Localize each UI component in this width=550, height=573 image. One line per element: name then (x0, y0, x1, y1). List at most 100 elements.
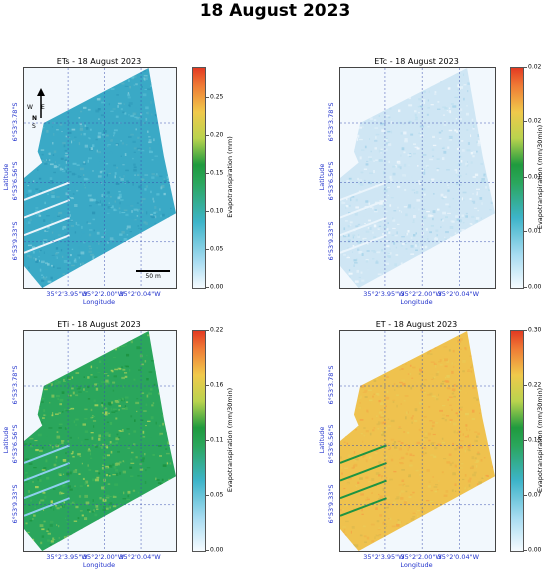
longitude-tick-label: 35°2'2.00"W (82, 553, 125, 561)
panel-title: ETi - 18 August 2023 (57, 320, 141, 329)
longitude-tick-label: 35°2'3.95"W (46, 553, 88, 561)
colorbar-tick-label: 0.01 (528, 227, 542, 235)
map-frame: W E N S 50 m (23, 67, 177, 289)
colorbar-tick-mark (524, 385, 527, 386)
colorbar-tick-label: 0.00 (210, 283, 224, 291)
longitude-tick-label: 35°2'0.04"W (119, 553, 161, 561)
colorbar-tick-label: 0.20 (210, 131, 224, 139)
latitude-axis-title: Latitude (2, 426, 10, 454)
latitude-tick-label: 6°53'6.56"S (327, 161, 335, 201)
colorbar (510, 67, 524, 289)
colorbar-tick-mark (524, 330, 527, 331)
latitude-axis-title: Latitude (318, 426, 326, 454)
colorbar-tick-mark (524, 287, 527, 288)
longitude-tick-label: 35°2'3.95"W (363, 553, 405, 561)
north-arrow-n: N (32, 115, 38, 122)
map-frame (339, 67, 496, 289)
longitude-axis-title: Longitude (82, 298, 116, 306)
colorbar-tick-label: 0.10 (210, 207, 224, 215)
map-frame (339, 330, 496, 552)
colorbar-tick-mark (524, 177, 527, 178)
longitude-tick-label: 35°2'2.00"W (400, 553, 442, 561)
colorbar-tick-mark (206, 550, 209, 551)
longitude-tick-label: 35°2'3.95"W (363, 290, 405, 298)
colorbar-tick-label: 0.00 (528, 546, 542, 554)
colorbar-tick-label: 0.16 (210, 381, 224, 389)
colorbar-tick-label: 0.30 (528, 326, 542, 334)
colorbar (510, 330, 524, 552)
colorbar-tick-mark (206, 249, 209, 251)
colorbar-tick-label: 0.01 (528, 173, 542, 181)
longitude-tick-label: 35°2'2.00"W (400, 290, 442, 298)
panel-title: ET - 18 August 2023 (375, 320, 458, 329)
latitude-axis-title: Latitude (2, 163, 10, 191)
longitude-axis-title: Longitude (400, 561, 433, 569)
latitude-tick-label: 6°53'6.56"S (11, 161, 19, 201)
colorbar-tick-mark (206, 330, 209, 331)
panel-title: ETc - 18 August 2023 (374, 57, 459, 66)
colorbar-tick-label: 0.22 (528, 381, 542, 389)
raster-field-ets (24, 68, 176, 288)
north-arrow-s: S (32, 123, 36, 130)
colorbar-tick-label: 0.15 (528, 436, 542, 444)
raster-field-et (340, 331, 495, 551)
colorbar-tick-label: 0.05 (210, 491, 224, 499)
scale-bar-label: 50 m (145, 272, 161, 280)
colorbar-tick-mark (524, 121, 527, 123)
longitude-tick-label: 35°2'0.04"W (437, 553, 480, 561)
latitude-tick-label: 6°53'6.56"S (11, 424, 19, 464)
colorbar-tick-mark (524, 231, 527, 233)
longitude-tick-label: 35°2'0.04"W (119, 290, 161, 298)
colorbar-tick-mark (206, 385, 209, 386)
panel-title: ETs - 18 August 2023 (56, 57, 142, 66)
colorbar-tick-mark (206, 440, 209, 441)
colorbar-tick-mark (206, 287, 209, 288)
scale-bar (136, 270, 170, 273)
latitude-tick-label: 6°53'3.78"S (11, 102, 19, 142)
colorbar (192, 330, 206, 552)
colorbar-tick-mark (206, 495, 209, 496)
colorbar-tick-mark (206, 173, 209, 175)
latitude-tick-label: 6°53'3.78"S (11, 365, 19, 405)
colorbar-tick-label: 0.15 (210, 169, 224, 177)
colorbar-tick-label: 0.25 (210, 93, 224, 101)
colorbar-tick-label: 0.05 (210, 245, 224, 253)
latitude-tick-label: 6°53'9.33"S (327, 221, 335, 261)
colorbar-tick-label: 0.02 (528, 117, 542, 125)
colorbar-label: Evapotranspiration (mm) (226, 136, 234, 218)
colorbar-tick-label: 0.02 (528, 63, 542, 71)
colorbar-tick-mark (206, 97, 209, 99)
colorbar-tick-mark (524, 495, 527, 496)
latitude-tick-label: 6°53'9.33"S (327, 484, 335, 524)
colorbar-tick-mark (206, 135, 209, 137)
longitude-tick-label: 35°2'2.00"W (82, 290, 125, 298)
longitude-axis-title: Longitude (400, 298, 433, 306)
colorbar-tick-mark (206, 211, 209, 213)
north-arrow-e: E (41, 104, 45, 111)
colorbar-tick-label: 0.07 (528, 491, 542, 499)
longitude-axis-title: Longitude (82, 561, 116, 569)
colorbar-tick-label: 0.00 (528, 283, 542, 291)
colorbar-label: Evapotranspiration (mm/30min) (536, 124, 544, 230)
colorbar-tick-mark (524, 550, 527, 551)
map-frame (23, 330, 177, 552)
raster-field-eti (24, 331, 176, 551)
colorbar-label: Evapotranspiration (mm/30min) (226, 387, 234, 493)
latitude-tick-label: 6°53'9.33"S (11, 484, 19, 524)
longitude-tick-label: 35°2'0.04"W (437, 290, 480, 298)
colorbar-tick-label: 0.22 (210, 326, 224, 334)
latitude-axis-title: Latitude (318, 163, 326, 191)
colorbar-tick-label: 0.00 (210, 546, 224, 554)
colorbar (192, 67, 206, 289)
latitude-tick-label: 6°53'3.78"S (327, 365, 335, 405)
north-arrow-glyph (37, 88, 45, 118)
colorbar-tick-mark (524, 67, 527, 68)
colorbar-label: Evapotranspiration (mm/30min) (536, 387, 544, 493)
north-arrow-w: W (27, 104, 33, 111)
raster-field-etc (340, 68, 495, 288)
latitude-tick-label: 6°53'3.78"S (327, 102, 335, 142)
figure-title: 18 August 2023 (199, 1, 351, 21)
latitude-tick-label: 6°53'9.33"S (11, 221, 19, 261)
colorbar-tick-mark (524, 440, 527, 441)
colorbar-tick-label: 0.11 (210, 436, 224, 444)
